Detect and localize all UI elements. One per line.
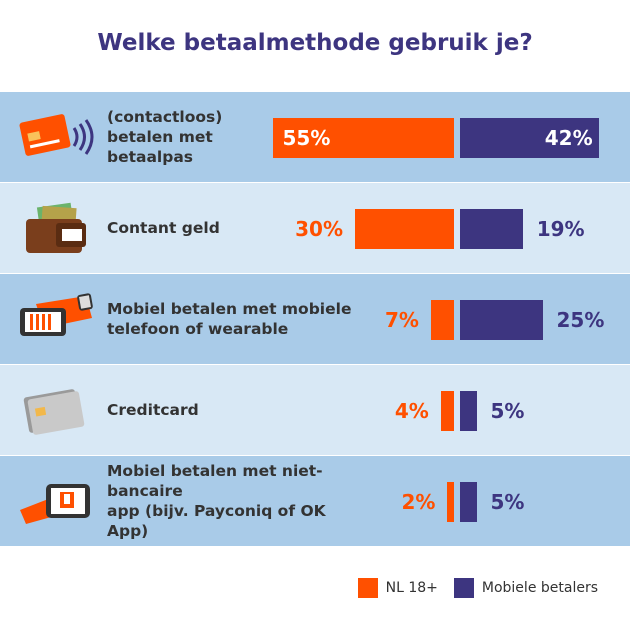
phone-app-icon [16, 466, 96, 536]
category-label: (contactloos) betalen met betaalpas [107, 108, 223, 166]
bar-mobiele [460, 209, 523, 249]
value-label-nl: 55% [282, 126, 331, 150]
chart-row: Mobiel betalen met mobiele telefoon of w… [0, 274, 630, 364]
wallet-icon [16, 193, 96, 263]
chart-title: Welke betaalmethode gebruik je? [97, 30, 533, 56]
bar-nl [430, 300, 454, 340]
value-label-nl: 7% [384, 308, 419, 332]
contactless-card-icon [16, 102, 96, 172]
chart-row: Contant geld 30% 19% [0, 183, 630, 273]
category-label: Contant geld [107, 219, 220, 237]
legend-label-nl: NL 18+ [385, 580, 438, 596]
value-label-nl: 2% [401, 490, 436, 514]
legend: NL 18+ Mobiele betalers [357, 578, 598, 598]
chart-rows: (contactloos) betalen met betaalpas 55% 42… [0, 92, 630, 547]
value-label-nl: 4% [394, 399, 429, 423]
creditcard-icon [16, 375, 96, 445]
bar-mobiele [460, 391, 477, 431]
bar-nl [447, 482, 454, 522]
value-label-mobiele: 5% [490, 490, 525, 514]
category-label: Mobiel betalen met niet-bancaire app (bi… [107, 462, 326, 540]
chart-row: (contactloos) betalen met betaalpas 55% 42… [0, 92, 630, 182]
value-label-nl: 30% [295, 217, 343, 241]
bar-nl [440, 391, 454, 431]
legend-swatch-nl [357, 578, 378, 598]
chart-row: Mobiel betalen met niet-bancaire app (bi… [0, 456, 630, 546]
value-label-mobiele: 25% [556, 308, 605, 332]
category-label: Mobiel betalen met mobiele telefoon of w… [107, 300, 352, 338]
category-label: Creditcard [107, 401, 199, 419]
value-label-mobiele: 19% [536, 217, 585, 241]
bar-mobiele [460, 118, 599, 158]
smartwatch-phone-icon [16, 284, 96, 354]
bar-mobiele [460, 300, 543, 340]
chart-row: Creditcard 4% 5% [0, 365, 630, 455]
legend-label-mobiele: Mobiele betalers [481, 580, 598, 596]
value-label-mobiele: 5% [490, 399, 525, 423]
value-label-mobiele: 42% [544, 126, 593, 150]
bar-nl [272, 118, 454, 158]
bar-nl [355, 209, 454, 249]
bar-mobiele [460, 482, 477, 522]
legend-swatch-mobiele [453, 578, 474, 598]
